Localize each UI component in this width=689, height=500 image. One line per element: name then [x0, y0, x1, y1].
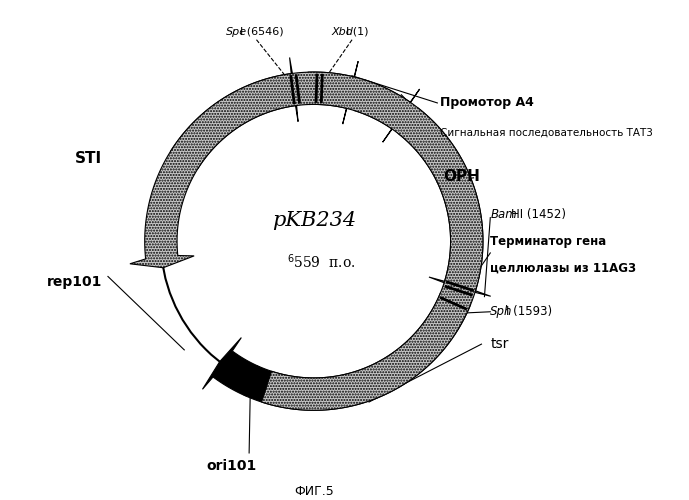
Polygon shape: [170, 58, 298, 168]
Polygon shape: [203, 292, 471, 410]
Text: I (1): I (1): [346, 27, 368, 37]
Text: НI (1452): НI (1452): [511, 208, 566, 221]
Text: ОРН: ОРН: [443, 169, 480, 184]
Text: Xbd: Xbd: [331, 27, 353, 37]
Text: pKB234: pKB234: [271, 211, 356, 230]
Text: Сигнальная последовательность ТАТ3: Сигнальная последовательность ТАТ3: [440, 128, 653, 138]
Text: Spe: Spe: [225, 27, 247, 37]
Text: rep101: rep101: [47, 276, 102, 289]
Text: ФИГ.5: ФИГ.5: [294, 484, 333, 498]
Polygon shape: [308, 62, 358, 124]
Text: STI: STI: [75, 152, 102, 166]
Text: $^6$559  п.о.: $^6$559 п.о.: [287, 252, 356, 271]
Text: I (6546): I (6546): [240, 27, 283, 37]
Text: ori101: ori101: [206, 459, 256, 473]
Polygon shape: [130, 72, 483, 410]
Polygon shape: [398, 108, 491, 296]
Text: I (1593): I (1593): [506, 306, 553, 318]
Text: Sph: Sph: [491, 306, 513, 318]
Text: Промотор А4: Промотор А4: [440, 96, 534, 110]
Text: Bam: Bam: [491, 208, 517, 221]
Text: tsr: tsr: [491, 337, 508, 351]
Text: Терминатор гена: Терминатор гена: [491, 234, 606, 248]
Polygon shape: [354, 80, 420, 142]
Text: целлюлазы из 11AG3: целлюлазы из 11AG3: [491, 261, 637, 274]
